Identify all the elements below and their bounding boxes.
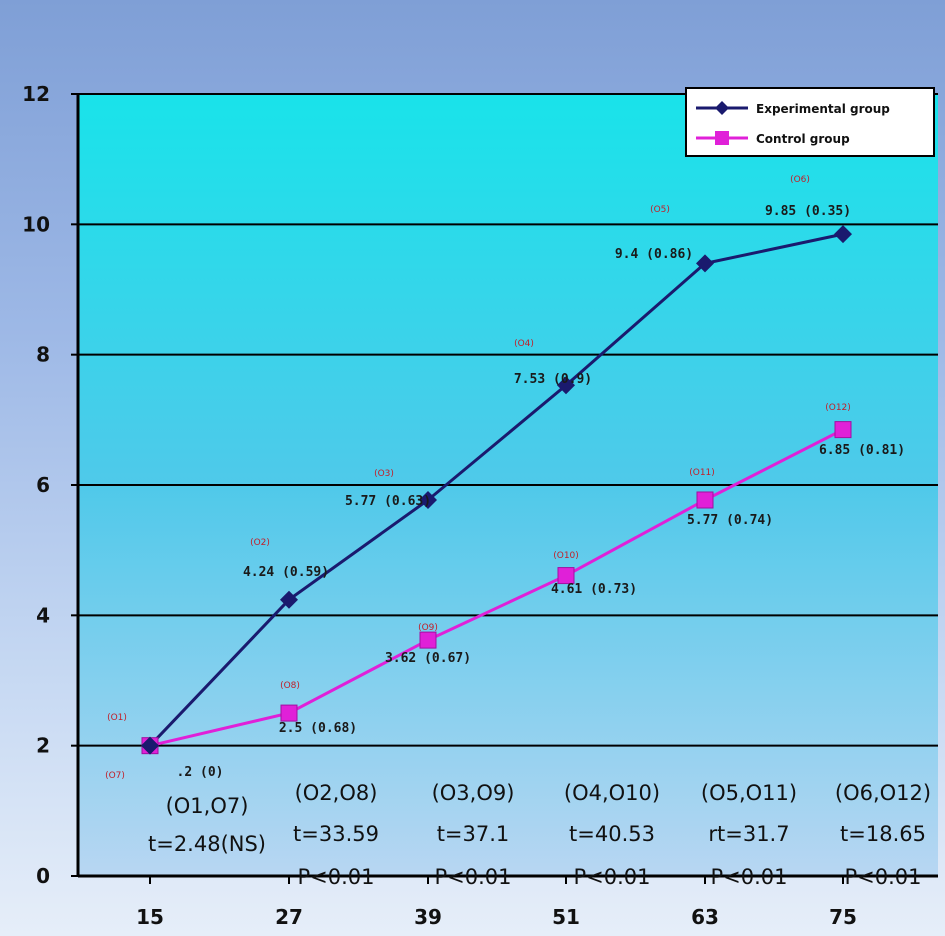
series-layer: [141, 225, 852, 755]
experimental-value-label: 9.85 (0.35): [765, 204, 851, 219]
annotation-pair: (O3,O9): [432, 781, 515, 805]
control-value-label: 4.61 (0.73): [551, 582, 637, 597]
control-obs-label: (O8): [280, 681, 300, 691]
experimental-obs-label: (O5): [650, 205, 670, 215]
x-tick-label: 51: [552, 905, 580, 929]
axes: [71, 93, 938, 884]
annotation-t: t=40.53: [569, 822, 655, 846]
series-line-experimental: [148, 232, 844, 747]
annotation-p: P<0.01: [573, 865, 650, 889]
control-obs-label: (O11): [689, 468, 715, 478]
experimental-value-label: 4.24 (0.59): [243, 565, 329, 580]
experimental-obs-label: (O2): [250, 538, 270, 548]
annotation-t: t=2.48(NS): [148, 832, 266, 856]
legend-marker-experimental: [715, 101, 729, 115]
annotation-p: P<0.01: [297, 865, 374, 889]
experimental-obs-label: (O4): [514, 339, 534, 349]
legend: Experimental group Control group: [685, 87, 935, 157]
control-value-label: 2.5 (0.68): [279, 721, 357, 736]
y-tick-label: 8: [36, 343, 50, 367]
control-point: [696, 491, 714, 509]
x-tick-label: 39: [414, 905, 442, 929]
annotation-t: t=18.65: [840, 822, 926, 846]
experimental-point: [280, 590, 298, 609]
x-tick-label: 15: [136, 905, 164, 929]
control-point: [419, 631, 437, 649]
annotation-pair: (O2,O8): [295, 781, 378, 805]
data-labels: .2 (0) 4.24 (0.59) 5.77 (0.63) 7.53 (0.9) 9.…: [105, 175, 905, 781]
series-line-control: [149, 428, 844, 748]
experimental-obs-label: (O1): [107, 713, 127, 723]
experimental-value-label: .2 (0): [177, 765, 224, 780]
experimental-obs-label: (O6): [790, 175, 810, 185]
experimental-point: [696, 254, 714, 273]
y-tick-labels: 0 2 4 6 8 10 12: [22, 82, 50, 888]
experimental-value-label: 5.77 (0.63): [345, 494, 431, 509]
y-tick-label: 12: [22, 82, 50, 106]
annotation-pair: (O4,O10): [564, 781, 660, 805]
control-point: [280, 704, 298, 722]
annotation-pair: (O1,O7): [166, 794, 249, 818]
annotation-p: P<0.01: [710, 865, 787, 889]
y-tick-label: 0: [36, 864, 50, 888]
legend-label-control: Control group: [756, 132, 850, 146]
control-value-label: 3.62 (0.67): [385, 651, 471, 666]
experimental-point: [557, 376, 575, 395]
x-tick-label: 63: [691, 905, 719, 929]
control-value-label: 6.85 (0.81): [819, 443, 905, 458]
x-tick-label: 75: [829, 905, 857, 929]
experimental-point: [141, 736, 159, 755]
control-obs-label: (O12): [825, 403, 851, 413]
control-obs-label: (O7): [105, 771, 125, 781]
control-point: [834, 421, 852, 439]
y-tick-label: 6: [36, 473, 50, 497]
y-tick-label: 2: [36, 734, 50, 758]
annotation-pair: (O5,O11): [701, 781, 797, 805]
control-obs-label: (O9): [418, 623, 438, 633]
annotation-pair: (O6,O12): [835, 781, 931, 805]
y-tick-label: 4: [36, 603, 50, 627]
annotation-p: P<0.01: [434, 865, 511, 889]
control-obs-label: (O10): [553, 551, 579, 561]
annotation-t: rt=31.7: [708, 822, 789, 846]
annotation-p: P<0.01: [844, 865, 921, 889]
control-point: [557, 567, 575, 585]
legend-marker-control: [715, 131, 729, 145]
experimental-value-label: 9.4 (0.86): [615, 247, 693, 262]
control-value-label: 5.77 (0.74): [687, 513, 773, 528]
stat-annotations: (O1,O7) t=2.48(NS) (O2,O8) t=33.59 P<0.01 (O3…: [148, 781, 931, 889]
experimental-obs-label: (O3): [374, 469, 394, 479]
y-tick-label: 10: [22, 212, 50, 236]
experimental-value-label: 7.53 (0.9): [514, 372, 592, 387]
experimental-point: [419, 490, 437, 509]
x-tick-labels: 15 27 39 51 63 75: [136, 905, 857, 929]
x-tick-label: 27: [275, 905, 303, 929]
experimental-point: [834, 225, 852, 244]
legend-label-experimental: Experimental group: [756, 102, 890, 116]
annotation-t: t=37.1: [437, 822, 510, 846]
annotation-t: t=33.59: [293, 822, 379, 846]
